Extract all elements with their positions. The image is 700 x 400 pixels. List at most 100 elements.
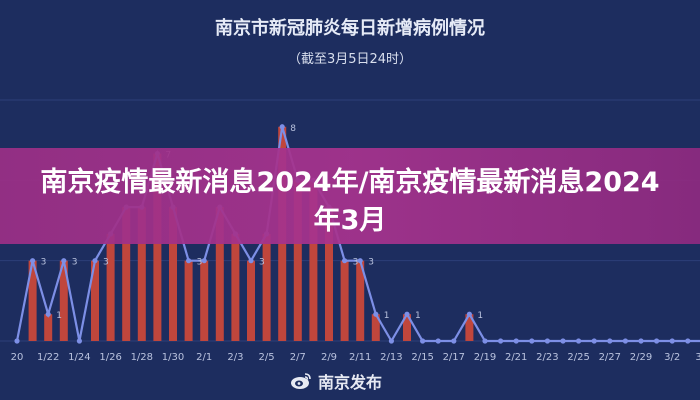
weibo-icon — [291, 373, 311, 389]
x-tick-label: 2/21 — [505, 352, 527, 363]
x-tick-label: 2/15 — [411, 352, 433, 363]
data-point — [529, 338, 535, 344]
data-point — [513, 338, 519, 344]
x-tick-label: 2/3 — [227, 352, 243, 363]
bar — [122, 207, 131, 341]
chart-header: 南京市新冠肺炎每日新增病例情况 （截至3月5日24时） — [0, 0, 700, 80]
data-point — [29, 258, 36, 264]
x-tick-label: 20 — [11, 352, 24, 363]
bar — [262, 233, 271, 341]
data-point — [342, 258, 348, 264]
bar — [371, 314, 380, 341]
bar — [137, 207, 146, 341]
bar — [356, 260, 365, 341]
bar — [184, 260, 193, 341]
data-point — [357, 258, 363, 264]
x-tick-label: 2/7 — [290, 352, 306, 363]
data-point — [654, 338, 660, 344]
data-point — [607, 338, 613, 344]
data-point — [498, 338, 504, 344]
bar — [200, 260, 209, 341]
data-point — [685, 338, 691, 344]
data-point — [591, 338, 597, 344]
x-tick-label: 2/23 — [536, 352, 558, 363]
x-tick-label: 3/2 — [664, 352, 680, 363]
data-label: 1 — [384, 311, 390, 321]
bar — [231, 233, 240, 341]
data-point — [451, 338, 457, 344]
data-point — [248, 258, 254, 264]
data-label: 3 — [353, 258, 359, 268]
data-point — [638, 338, 644, 344]
data-point — [92, 258, 98, 264]
watermark-text: 南京发布 — [318, 373, 383, 392]
headline-text: 南京疫情最新消息2024年/南京疫情最新消息2024年3月 — [40, 167, 660, 236]
data-label: 3 — [197, 258, 203, 268]
data-label: 1 — [477, 311, 483, 321]
data-point — [576, 338, 582, 344]
bar — [465, 314, 474, 341]
data-label: 8 — [290, 124, 296, 134]
x-tick-label: 3/4 — [695, 352, 700, 363]
data-point — [201, 258, 207, 264]
data-point — [466, 311, 472, 317]
data-label: 3 — [72, 258, 78, 268]
x-tick-label: 2/27 — [599, 352, 621, 363]
data-point — [404, 311, 410, 317]
bar — [215, 207, 224, 341]
data-point — [76, 338, 82, 344]
x-tick-label: 2/5 — [259, 352, 275, 363]
data-point — [622, 338, 629, 344]
bar — [28, 260, 37, 341]
data-point — [544, 338, 551, 344]
bar — [153, 153, 162, 341]
chart-subtitle: （截至3月5日24时） — [287, 52, 413, 67]
bar — [309, 180, 318, 341]
bar — [325, 207, 333, 341]
source-watermark: 南京发布 — [290, 368, 382, 394]
data-label: 1 — [415, 311, 421, 321]
headline-banner — [0, 148, 700, 244]
x-tick-label: 2/13 — [380, 352, 402, 363]
x-tick-label: 2/25 — [567, 352, 589, 363]
x-tick-label: 1/22 — [37, 352, 59, 363]
bar — [91, 260, 99, 341]
bar — [403, 314, 411, 341]
data-point — [14, 338, 20, 344]
data-point — [61, 258, 67, 264]
data-point — [669, 338, 675, 344]
data-point — [279, 124, 285, 130]
x-tick-label: 2/29 — [630, 352, 652, 363]
data-label: 3 — [41, 258, 47, 268]
bar — [293, 180, 302, 341]
chart-title: 南京市新冠肺炎每日新增病例情况 — [215, 18, 485, 39]
data-label: 3 — [103, 258, 109, 268]
data-point — [560, 338, 566, 344]
x-tick-label: 1/28 — [131, 352, 153, 363]
data-label: 3 — [259, 258, 265, 268]
bar — [247, 260, 255, 341]
data-point — [388, 338, 394, 344]
bar — [340, 260, 349, 341]
bar — [44, 314, 53, 341]
data-point — [373, 311, 379, 317]
x-tick-label: 2/11 — [349, 352, 371, 363]
data-label: 3 — [368, 258, 374, 268]
data-point — [420, 338, 426, 344]
data-label: 1 — [56, 311, 62, 321]
x-tick-label: 2/17 — [443, 352, 465, 363]
x-tick-label: 1/26 — [99, 352, 121, 363]
x-tick-label: 1/24 — [68, 352, 90, 363]
bar — [106, 233, 115, 341]
bar — [59, 260, 68, 341]
x-tick-label: 2/19 — [474, 352, 496, 363]
data-point — [45, 311, 51, 317]
x-tick-label: 1/30 — [162, 352, 184, 363]
data-point — [435, 338, 441, 344]
x-tick-label: 2/1 — [196, 352, 212, 363]
data-point — [186, 258, 192, 264]
x-tick-label: 2/9 — [321, 352, 337, 363]
bar — [169, 207, 177, 341]
data-point — [482, 338, 488, 344]
